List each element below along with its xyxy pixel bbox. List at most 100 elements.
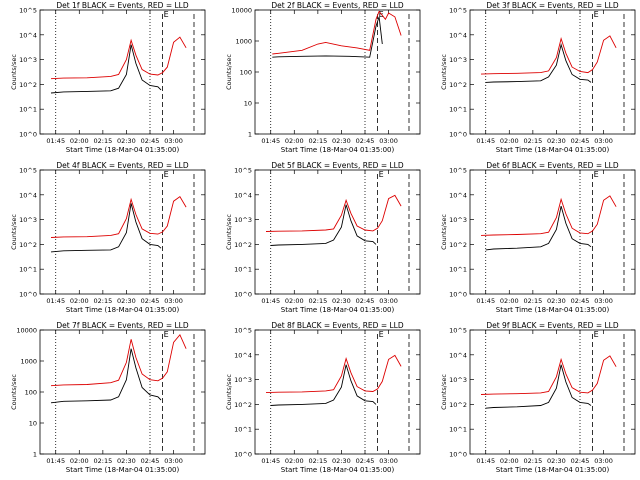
x-tick-label: 02:00: [285, 297, 304, 305]
series-line-events: [272, 16, 383, 58]
y-tick-label: 10^1: [19, 266, 37, 274]
x-tick-label: 01:45: [476, 297, 495, 305]
y-tick-label: 10^5: [19, 7, 37, 15]
series-line-events: [485, 205, 592, 251]
x-axis-label: Start Time (18-Mar-04 01:35:00): [496, 466, 610, 474]
x-tick-label: 02:00: [500, 457, 519, 465]
chart-title: Det 6f BLACK = Events, RED = LLD: [486, 161, 619, 170]
event-marker-label: E: [164, 170, 169, 179]
y-tick-label: 10^4: [449, 31, 467, 39]
x-tick-label: 03:00: [594, 457, 613, 465]
x-tick-label: 02:45: [571, 457, 590, 465]
event-marker-label: E: [379, 330, 384, 339]
x-tick-label: 02:45: [141, 297, 160, 305]
x-tick-label: 01:45: [46, 137, 65, 145]
x-tick-label: 03:00: [164, 457, 183, 465]
x-tick-label: 02:15: [308, 297, 327, 305]
y-tick-label: 10^1: [234, 426, 252, 434]
x-tick-label: 02:00: [70, 137, 89, 145]
series-line-lld: [272, 10, 402, 55]
chart-title: Det 5f BLACK = Events, RED = LLD: [271, 161, 404, 170]
x-tick-label: 02:30: [332, 137, 351, 145]
x-tick-label: 01:45: [476, 137, 495, 145]
y-tick-label: 10^3: [234, 376, 252, 384]
y-tick-label: 10^2: [449, 241, 467, 249]
plot-frame: [39, 9, 206, 135]
y-axis-label: Counts/sec: [225, 54, 233, 90]
y-axis-label: Counts/sec: [10, 374, 18, 410]
x-axis-label: Start Time (18-Mar-04 01:35:00): [281, 146, 395, 154]
series-line-lld: [50, 195, 187, 238]
event-marker-label: E: [594, 10, 599, 19]
x-tick-label: 02:45: [571, 137, 590, 145]
x-tick-label: 02:00: [70, 457, 89, 465]
chart-panel: Det 9f BLACK = Events, RED = LLD 10^0 10^1…: [440, 321, 636, 474]
series-line-lld: [265, 354, 402, 394]
x-tick-label: 02:30: [332, 297, 351, 305]
y-tick-label: 10^2: [19, 81, 37, 89]
y-axis-label: Counts/sec: [440, 54, 448, 90]
x-tick-label: 02:15: [93, 297, 112, 305]
chart-title: Det 9f BLACK = Events, RED = LLD: [486, 321, 619, 330]
series-line-lld: [480, 35, 617, 75]
y-tick-label: 10^1: [19, 106, 37, 114]
y-tick-label: 10^2: [234, 241, 252, 249]
plot-frame: [254, 169, 421, 295]
series-line-lld: [50, 36, 187, 80]
y-tick-label: 10^4: [19, 31, 37, 39]
series-line-events: [485, 42, 592, 83]
y-tick-label: 10^5: [234, 327, 252, 335]
y-tick-label: 10^3: [19, 216, 37, 224]
event-marker-label: E: [379, 170, 384, 179]
series-line-lld: [480, 355, 617, 395]
x-tick-label: 02:00: [285, 137, 304, 145]
y-tick-label: 10^2: [234, 401, 252, 409]
x-tick-label: 03:00: [594, 297, 613, 305]
chart-panel: Det 4f BLACK = Events, RED = LLD 10^0 10^1…: [10, 161, 206, 314]
series-line-events: [50, 44, 162, 94]
y-tick-label: 10^4: [449, 351, 467, 359]
x-tick-label: 01:45: [261, 137, 280, 145]
x-axis-label: Start Time (18-Mar-04 01:35:00): [496, 146, 610, 154]
x-axis-label: Start Time (18-Mar-04 01:35:00): [281, 466, 395, 474]
chart-panel: Det 2f BLACK = Events, RED = LLD 1 10 100 10…: [225, 1, 421, 154]
x-tick-label: 02:15: [308, 457, 327, 465]
x-tick-label: 02:15: [93, 137, 112, 145]
y-tick-label: 1: [248, 131, 252, 139]
y-tick-label: 10^0: [449, 291, 467, 299]
y-tick-label: 10^0: [449, 451, 467, 459]
x-tick-label: 02:30: [117, 137, 136, 145]
x-tick-label: 02:30: [547, 457, 566, 465]
x-tick-label: 03:00: [379, 137, 398, 145]
y-tick-label: 100: [240, 69, 252, 77]
y-tick-label: 1000: [20, 358, 37, 366]
series-line-lld: [480, 195, 617, 236]
x-tick-label: 02:15: [93, 457, 112, 465]
y-tick-label: 10^0: [234, 291, 252, 299]
y-tick-label: 10: [244, 100, 252, 108]
x-tick-label: 02:15: [523, 297, 542, 305]
x-tick-label: 03:00: [379, 457, 398, 465]
chart-panel: Det 6f BLACK = Events, RED = LLD 10^0 10^1…: [440, 161, 636, 314]
series-line-lld: [265, 194, 402, 232]
x-tick-label: 02:45: [141, 137, 160, 145]
series-line-lld: [50, 333, 187, 387]
x-tick-label: 02:00: [500, 137, 519, 145]
x-tick-label: 01:45: [46, 297, 65, 305]
y-tick-label: 10^5: [449, 327, 467, 335]
plot-frame: [469, 169, 636, 295]
x-tick-label: 03:00: [164, 137, 183, 145]
y-tick-label: 10^0: [234, 451, 252, 459]
x-tick-label: 02:45: [571, 297, 590, 305]
series-line-events: [270, 364, 377, 406]
chart-title: Det 2f BLACK = Events, RED = LLD: [271, 1, 404, 10]
chart-title: Det 1f BLACK = Events, RED = LLD: [56, 1, 189, 10]
x-tick-label: 02:45: [356, 457, 375, 465]
y-tick-label: 10^0: [449, 131, 467, 139]
y-tick-label: 10^1: [449, 106, 467, 114]
chart-title: Det 4f BLACK = Events, RED = LLD: [56, 161, 189, 170]
chart-title: Det 8f BLACK = Events, RED = LLD: [271, 321, 404, 330]
series-line-events: [270, 204, 377, 246]
chart-panel: Det 1f BLACK = Events, RED = LLD 10^0 10^1…: [10, 1, 206, 154]
